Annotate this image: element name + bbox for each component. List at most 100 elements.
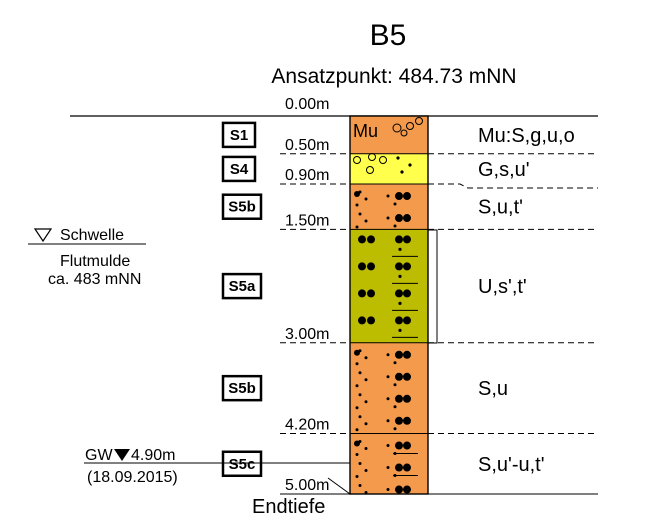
sand-dot (354, 191, 360, 198)
sand-dot (398, 247, 402, 251)
silt-blob (403, 214, 411, 223)
sand-dot (354, 440, 360, 447)
silt-blob (403, 441, 411, 450)
sand-dot (358, 212, 362, 216)
sand-dot (398, 328, 402, 332)
sample-label: S5b (228, 380, 256, 397)
borehole-title: B5 (370, 19, 407, 52)
sample-label: S5c (229, 456, 256, 473)
silt-blob (358, 235, 366, 244)
silt-blob (358, 289, 366, 298)
gravel-circle (353, 156, 361, 164)
sample-label: S5a (229, 278, 256, 295)
sand-dot (358, 415, 362, 419)
sample-box (221, 155, 257, 183)
groundwater-date: (18.09.2015) (87, 469, 178, 486)
silt-blob (395, 235, 403, 244)
sand-dot (386, 397, 390, 401)
sand-dot (356, 497, 359, 500)
gravel-circle (415, 117, 423, 125)
ansatzpunkt-label: Ansatzpunkt: 484.73 mNN (271, 65, 516, 88)
boundary-right (428, 183, 598, 189)
silt-blob (403, 485, 411, 494)
silt-blob (403, 394, 411, 403)
silt-blob (403, 416, 411, 425)
layer-4 (350, 229, 428, 343)
depth-label: 3.00m (285, 326, 329, 343)
sand-dot (364, 356, 368, 360)
sand-dot (408, 163, 412, 167)
sand-dot (398, 274, 402, 278)
sand-dot (364, 469, 368, 473)
layer-1 (350, 116, 428, 154)
sand-dot (364, 491, 368, 494)
silt-blob (358, 262, 366, 271)
layer-6 (350, 433, 428, 494)
sand-dot (393, 224, 397, 228)
sand-dot (393, 383, 397, 387)
end-depth-label: Endtiefe (252, 496, 325, 518)
silt-blob (395, 350, 403, 359)
soil-patterns: Mu (353, 117, 423, 500)
gravel-circle (406, 122, 414, 130)
sand-dot (400, 170, 404, 174)
sand-dot (355, 406, 359, 410)
sample-box (221, 374, 263, 402)
layer-description: U,s',t' (478, 276, 527, 298)
sand-dot (398, 301, 402, 305)
silt-blob (367, 235, 375, 244)
sand-dot (358, 371, 362, 375)
sand-dot (386, 488, 390, 492)
sand-dot (364, 219, 368, 223)
sand-dot (386, 466, 390, 470)
layer-descriptions: Mu:S,g,u,o G,s,u' S,u,t' U,s',t' S,u S,u'-u,t… (478, 125, 575, 476)
silt-blob (395, 463, 403, 472)
flutmulde-label: Flutmulde (60, 253, 130, 270)
groundwater-triangle-icon (114, 449, 130, 461)
depth-labels: 0.00m 0.50m 0.90m 1.50m 3.00m 4.20m 5.00m (285, 96, 329, 494)
schwelle-label: Schwelle (60, 227, 124, 244)
gravel-circle (392, 123, 402, 133)
sand-dot (386, 444, 390, 448)
sand-dot (355, 453, 359, 457)
sample-box (221, 272, 263, 300)
depth-label: 0.00m (285, 96, 329, 113)
sand-dot (386, 194, 390, 198)
silt-blob (403, 289, 411, 298)
layer-5 (350, 342, 428, 434)
silt-blob (395, 316, 403, 325)
sample-label: S1 (230, 127, 248, 144)
sand-dot (386, 353, 390, 357)
silt-blob (367, 316, 375, 325)
sand-dot (355, 203, 359, 207)
gravel-circle (366, 166, 374, 174)
sand-dot (386, 375, 390, 379)
sand-dot (393, 202, 397, 206)
silt-blob (395, 372, 403, 381)
end-depth-pointer (327, 477, 351, 495)
silt-blob (403, 235, 411, 244)
sand-dot (396, 156, 400, 160)
sand-dot (393, 361, 397, 365)
sample-label: S4 (230, 161, 249, 178)
sample-box (221, 121, 257, 149)
silt-blob (395, 214, 403, 223)
depth-label: 0.50m (285, 137, 329, 154)
silt-blob (367, 262, 375, 271)
sand-dot (386, 216, 390, 220)
layer-boundaries (280, 153, 598, 435)
sand-dot (358, 393, 362, 397)
silt-blob (395, 394, 403, 403)
layer-description: S,u,t' (478, 197, 523, 219)
gravel-circle (400, 129, 408, 137)
schwelle-triangle-icon (33, 228, 53, 243)
sand-dot (394, 496, 397, 499)
sand-dot (358, 484, 362, 488)
flutmulde-level: ca. 483 mNN (48, 271, 141, 288)
sand-dot (355, 384, 359, 388)
layer-3 (350, 184, 428, 230)
sand-dot (355, 225, 359, 229)
silt-blob (403, 316, 411, 325)
silt-blob (403, 350, 411, 359)
gravel-circle (379, 156, 387, 164)
